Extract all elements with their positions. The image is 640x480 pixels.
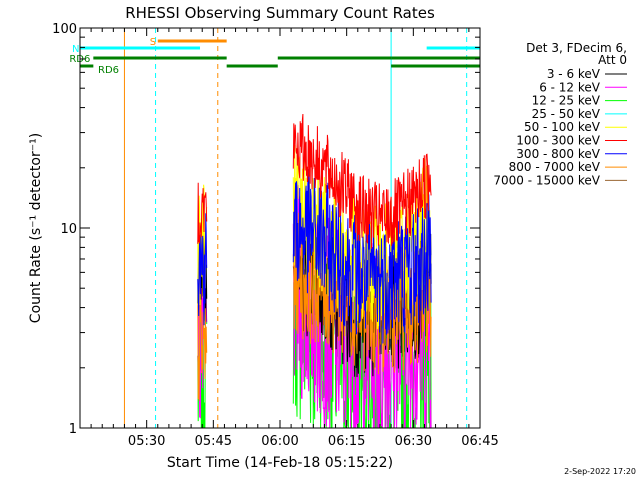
legend-label-0: 3 - 6 keV — [547, 67, 601, 81]
legend-label-5: 100 - 300 keV — [516, 134, 600, 148]
legend-label-3: 25 - 50 keV — [532, 107, 601, 121]
flag-label-0: S — [150, 37, 156, 48]
x-tick-label-1: 05:45 — [195, 434, 232, 449]
series-300-800-kev-segment-1 — [292, 168, 432, 344]
x-axis-label: Start Time (14-Feb-18 05:15:22) — [167, 455, 393, 471]
y-axis-label: Count Rate (s⁻¹ detector⁻¹) — [28, 133, 44, 323]
data-layer — [197, 113, 432, 430]
legend-header-line-2: Att 0 — [598, 53, 627, 67]
y-tick-label-0: 1 — [69, 422, 77, 437]
x-tick-label-0: 05:30 — [128, 434, 165, 449]
x-tick-label-2: 06:00 — [261, 434, 298, 449]
series-300-800-kev-segment-0 — [197, 213, 208, 326]
x-tick-label-3: 06:15 — [328, 434, 365, 449]
footer-date: 2-Sep-2022 17:20 — [564, 467, 636, 476]
flag-label-6: RD6 — [98, 65, 119, 76]
legend-label-4: 50 - 100 keV — [524, 120, 601, 134]
legend-label-7: 800 - 7000 keV — [509, 160, 601, 174]
legend-label-1: 6 - 12 keV — [539, 80, 601, 94]
x-tick-label-5: 06:45 — [461, 434, 498, 449]
series-100-300-kev-segment-0 — [197, 182, 208, 244]
flag-label-1: N — [72, 44, 79, 55]
y-tick-label-2: 100 — [52, 22, 77, 37]
legend-header-line-1: Det 3, FDecim 6, — [526, 41, 627, 55]
series-800-7000-kev-segment-0 — [197, 288, 208, 401]
axis-layer: 05:30 05:45 06:00 06:15 06:30 06:45 1 10 100 — [52, 22, 499, 449]
series-100-300-kev-segment-1 — [292, 113, 432, 249]
legend-label-6: 300 - 800 keV — [516, 147, 600, 161]
legend-label-8: 7000 - 15000 keV — [493, 173, 600, 187]
y-tick-label-1: 10 — [60, 222, 77, 237]
legend-label-2: 12 - 25 keV — [532, 94, 601, 108]
chart-title: RHESSI Observing Summary Count Rates — [125, 4, 435, 22]
x-tick-label-4: 06:30 — [395, 434, 432, 449]
